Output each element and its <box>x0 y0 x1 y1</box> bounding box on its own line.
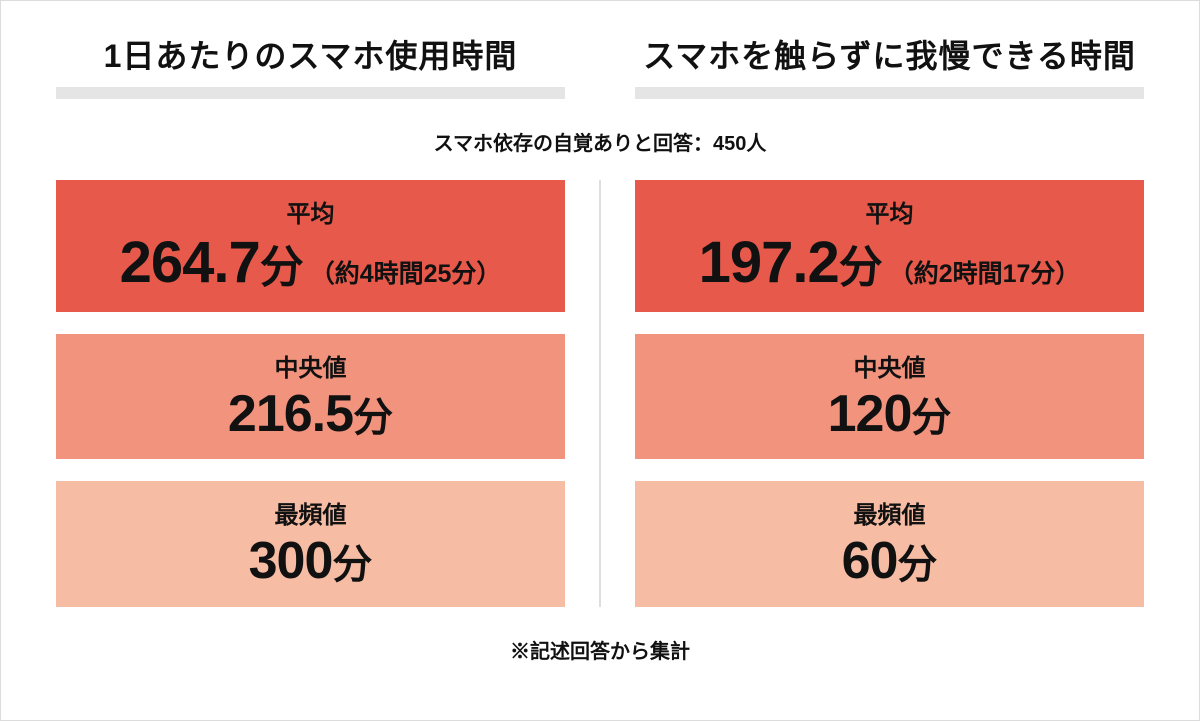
stat-box-left-1: 中央値216.5分 <box>56 334 565 460</box>
stat-label: 中央値 <box>645 348 1134 383</box>
stat-label: 平均 <box>645 194 1134 229</box>
stat-value-unit: 分 <box>332 543 372 587</box>
stat-label: 平均 <box>66 194 555 229</box>
column-right: 平均197.2分（約2時間17分）中央値120分最頻値60分 <box>600 180 1144 607</box>
stat-value-unit: 分 <box>911 396 951 440</box>
stat-label: 中央値 <box>66 348 555 383</box>
infographic-frame: 1日あたりのスマホ使用時間 スマホを触らずに我慢できる時間 スマホ依存の自覚あり… <box>0 0 1200 721</box>
stat-value: 300分 <box>66 534 555 589</box>
stat-value-unit: 分 <box>897 543 937 587</box>
stat-value: 264.7分（約4時間25分） <box>66 233 555 294</box>
stat-value-number: 216.5 <box>228 385 353 443</box>
stat-value-number: 197.2 <box>699 230 839 295</box>
title-block-right: スマホを触らずに我慢できる時間 <box>635 31 1144 99</box>
stat-value-unit: 分 <box>839 243 883 292</box>
columns: 平均264.7分（約4時間25分）中央値216.5分最頻値300分 平均197.… <box>56 180 1144 607</box>
stat-value-unit: 分 <box>353 396 393 440</box>
stat-box-right-1: 中央値120分 <box>635 334 1144 460</box>
stat-box-left-0: 平均264.7分（約4時間25分） <box>56 180 565 312</box>
stat-value-paren: （約4時間25分） <box>310 260 502 288</box>
stat-value: 60分 <box>645 534 1134 589</box>
title-right: スマホを触らずに我慢できる時間 <box>635 31 1144 77</box>
stat-value-number: 120 <box>828 385 912 443</box>
title-left-underline <box>56 87 565 99</box>
title-left: 1日あたりのスマホ使用時間 <box>56 31 565 77</box>
stat-value-number: 264.7 <box>120 230 260 295</box>
title-block-left: 1日あたりのスマホ使用時間 <box>56 31 565 99</box>
stat-label: 最頻値 <box>645 495 1134 530</box>
stat-value: 120分 <box>645 387 1134 442</box>
stat-value-paren: （約2時間17分） <box>889 260 1081 288</box>
footnote: ※記述回答から集計 <box>56 635 1144 664</box>
stat-label: 最頻値 <box>66 495 555 530</box>
vertical-divider <box>600 180 601 607</box>
column-left: 平均264.7分（約4時間25分）中央値216.5分最頻値300分 <box>56 180 600 607</box>
stat-box-left-2: 最頻値300分 <box>56 481 565 607</box>
subtitle: スマホ依存の自覚ありと回答：450人 <box>56 127 1144 156</box>
stat-box-right-0: 平均197.2分（約2時間17分） <box>635 180 1144 312</box>
titles-row: 1日あたりのスマホ使用時間 スマホを触らずに我慢できる時間 <box>56 31 1144 99</box>
stat-value: 216.5分 <box>66 387 555 442</box>
stat-value-number: 300 <box>249 532 333 590</box>
stat-value-number: 60 <box>842 532 898 590</box>
stat-box-right-2: 最頻値60分 <box>635 481 1144 607</box>
title-right-underline <box>635 87 1144 99</box>
stat-value: 197.2分（約2時間17分） <box>645 233 1134 294</box>
stat-value-unit: 分 <box>260 243 304 292</box>
